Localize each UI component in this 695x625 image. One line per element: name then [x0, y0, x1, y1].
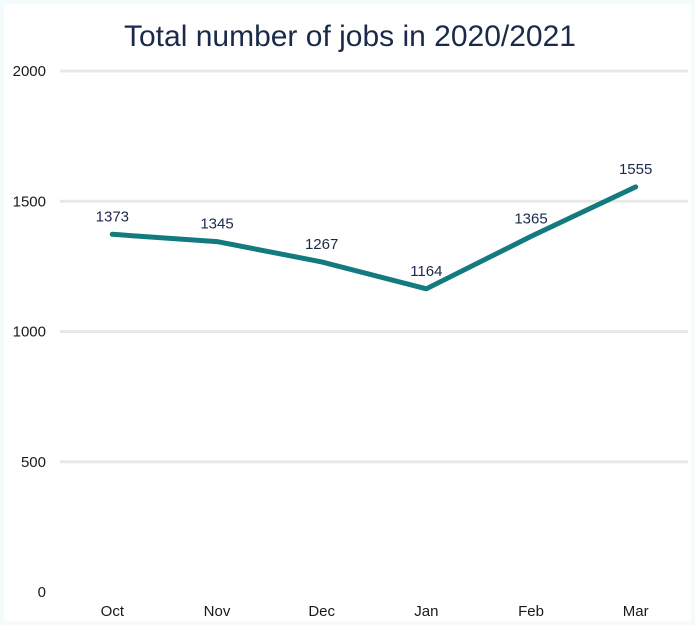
y-tick-label: 1500: [13, 193, 46, 210]
data-label: 1365: [514, 210, 547, 227]
data-label: 1267: [305, 236, 338, 253]
data-label: 1555: [619, 161, 652, 178]
x-tick-label: Mar: [623, 603, 649, 620]
chart-frame: [4, 4, 691, 621]
data-label: 1164: [410, 263, 442, 280]
y-tick-label: 1000: [13, 324, 46, 341]
x-tick-label: Dec: [308, 603, 335, 620]
x-tick-label: Nov: [204, 603, 231, 620]
x-tick-label: Oct: [101, 603, 125, 620]
data-label: 1345: [200, 216, 233, 233]
y-tick-label: 500: [21, 454, 46, 471]
x-tick-label: Feb: [518, 603, 544, 620]
y-tick-label: 2000: [13, 63, 46, 80]
series-line: [109, 184, 639, 292]
y-tick-label: 0: [38, 584, 46, 601]
data-label: 1373: [96, 208, 129, 225]
x-tick-label: Jan: [414, 603, 438, 620]
chart-title: Total number of jobs in 2020/2021: [124, 20, 576, 53]
